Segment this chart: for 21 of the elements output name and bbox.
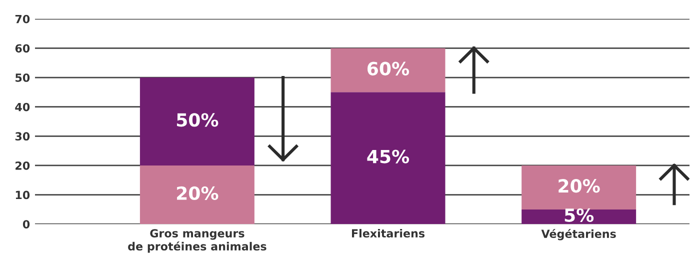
data-label: 5%	[564, 208, 594, 222]
bar	[330, 48, 446, 92]
total-label: 60%	[368, 62, 410, 76]
data-label: 45%	[367, 150, 410, 164]
y-tick-label: 50	[16, 74, 30, 82]
x-tick-label: Gros mangeurs de protéines animales	[128, 229, 266, 253]
y-tick-label: 0	[22, 220, 30, 228]
data-label: 20%	[177, 186, 218, 200]
bar	[522, 165, 636, 210]
total-label: 20%	[558, 179, 600, 193]
y-tick-label: 60	[15, 44, 30, 53]
bar	[330, 92, 446, 224]
y-tick-label: 20	[16, 161, 30, 170]
y-tick-label: 40	[15, 102, 30, 112]
x-tick-label: Flexitariens	[352, 228, 425, 238]
y-tick-label: 70	[15, 14, 30, 24]
total-label: 50%	[176, 113, 218, 127]
y-tick-label: 30	[15, 132, 30, 141]
x-tick-label: Végétariens	[541, 228, 616, 240]
y-tick-label: 10	[16, 190, 30, 200]
bar	[522, 209, 636, 224]
